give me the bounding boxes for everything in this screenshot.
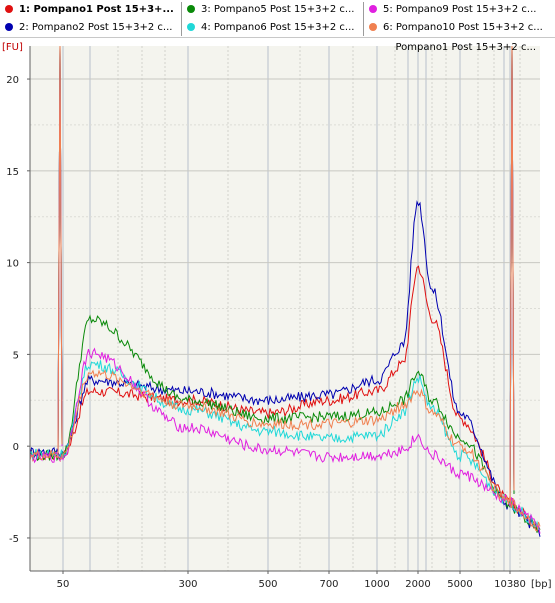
- legend-dot-icon: [187, 5, 195, 13]
- legend-separator: [181, 2, 182, 36]
- y-tick-label: 0: [13, 442, 19, 453]
- x-tick-label: 10380: [494, 579, 526, 590]
- legend-dot-icon: [369, 5, 377, 13]
- legend-separator: [363, 2, 364, 36]
- x-tick-label: 5000: [447, 579, 472, 590]
- legend-item-5[interactable]: 5: Pompano9 Post 15+3+2 c...: [364, 1, 554, 19]
- x-axis-ticks: 50 300 500 700 1000 2000 5000 10380: [57, 571, 526, 590]
- legend-dot-icon: [5, 5, 13, 13]
- x-tick-label: 700: [319, 579, 338, 590]
- legend-label: 6: Pompano10 Post 15+3+2 c...: [383, 22, 543, 33]
- series-line: [29, 200, 541, 537]
- series-line: [29, 360, 540, 531]
- x-axis-label: [bp]: [531, 579, 552, 590]
- marker-peak: [509, 45, 515, 502]
- x-tick-label: 50: [57, 579, 70, 590]
- y-tick-label: 20: [6, 75, 19, 86]
- x-tick-label: 500: [258, 579, 277, 590]
- plot-title: Pompano1 Post 15+3+2 c...: [395, 42, 536, 53]
- legend-dot-icon: [5, 23, 13, 31]
- y-tick-label: 10: [6, 259, 19, 270]
- series-line: [29, 347, 541, 534]
- legend-item-6[interactable]: 6: Pompano10 Post 15+3+2 c...: [364, 19, 554, 37]
- legend-label: 3: Pompano5 Post 15+3+2 c...: [201, 4, 355, 15]
- x-tick-label: 300: [178, 579, 197, 590]
- legend-label: 1: Pompano1 Post 15+3+...: [19, 4, 174, 15]
- series-line: [29, 369, 541, 532]
- marker-peak: [57, 45, 63, 456]
- x-tick-label: 2000: [405, 579, 430, 590]
- legend-item-4[interactable]: 4: Pompano6 Post 15+3+2 c...: [182, 19, 362, 37]
- legend: 1: Pompano1 Post 15+3+... 2: Pompano2 Po…: [0, 0, 555, 38]
- y-tick-label: 15: [6, 167, 19, 178]
- series-group: [29, 45, 541, 537]
- legend-label: 4: Pompano6 Post 15+3+2 c...: [201, 22, 355, 33]
- legend-item-3[interactable]: 3: Pompano5 Post 15+3+2 c...: [182, 1, 362, 19]
- y-tick-label: 5: [13, 350, 19, 361]
- y-tick-label: -5: [9, 534, 19, 545]
- legend-label: 5: Pompano9 Post 15+3+2 c...: [383, 4, 537, 15]
- y-axis-label: [FU]: [2, 42, 23, 53]
- series-line: [29, 314, 541, 533]
- x-tick-label: 1000: [364, 579, 389, 590]
- y-axis-ticks: -5 0 5 10 15 20: [6, 75, 30, 545]
- legend-dot-icon: [369, 23, 377, 31]
- legend-item-2[interactable]: 2: Pompano2 Post 15+3+2 c...: [0, 19, 180, 37]
- legend-item-1[interactable]: 1: Pompano1 Post 15+3+...: [0, 1, 180, 19]
- legend-label: 2: Pompano2 Post 15+3+2 c...: [19, 22, 173, 33]
- legend-dot-icon: [187, 23, 195, 31]
